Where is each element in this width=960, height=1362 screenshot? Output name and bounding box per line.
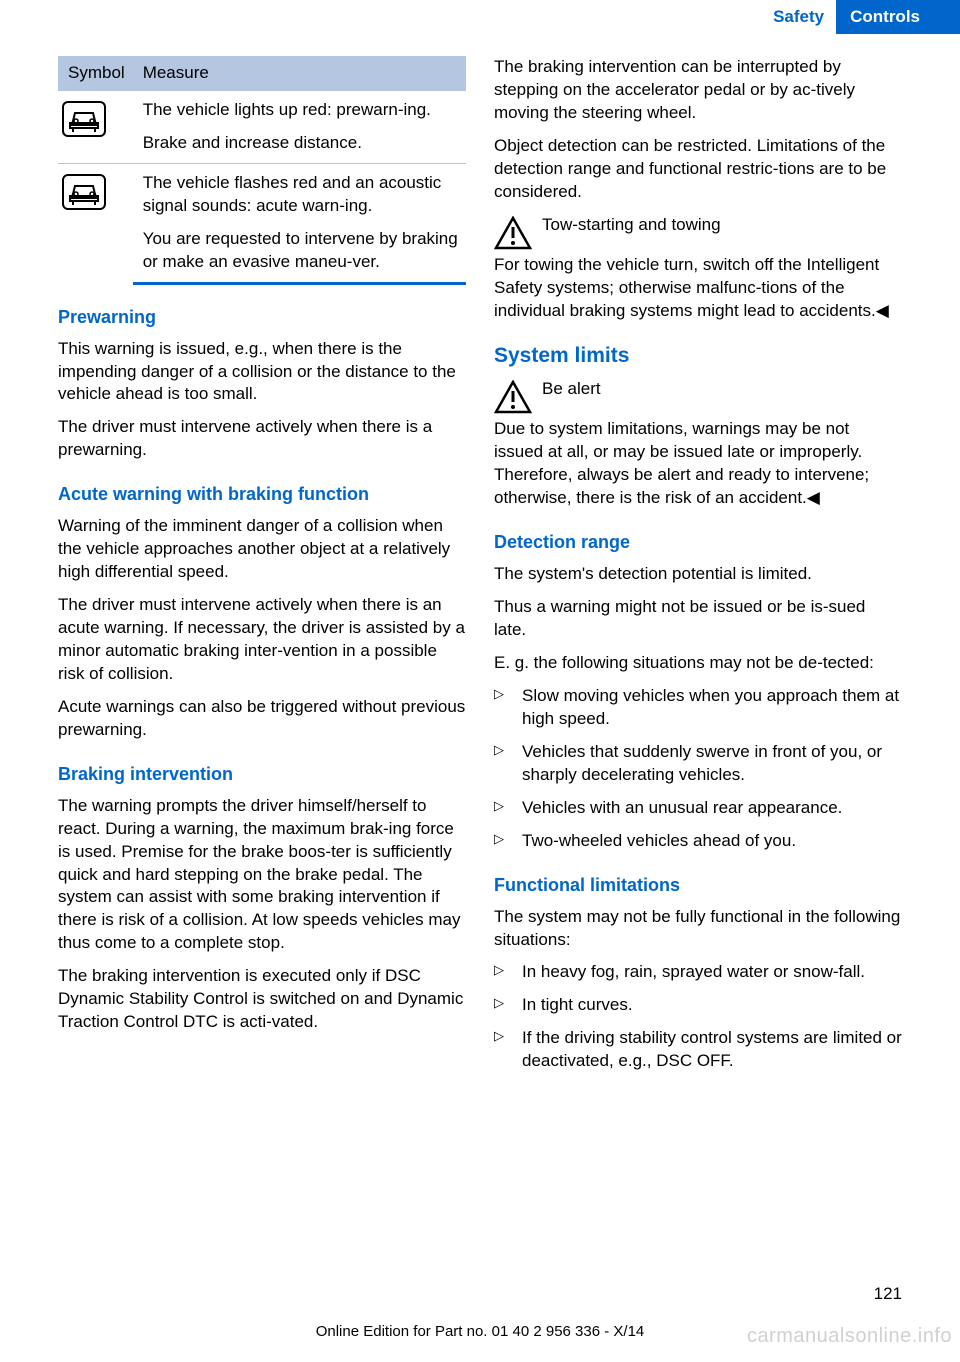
table-header-symbol: Symbol bbox=[58, 56, 133, 91]
notice-body: Due to system limitations, warnings may … bbox=[494, 418, 902, 510]
heading-prewarning: Prewarning bbox=[58, 307, 466, 328]
body-text: The system may not be fully functional i… bbox=[494, 906, 902, 952]
list-item: Two-wheeled vehicles ahead of you. bbox=[494, 830, 902, 853]
table-header-measure: Measure bbox=[133, 56, 466, 91]
notice-title: Be alert bbox=[542, 378, 601, 401]
heading-system-limits: System limits bbox=[494, 344, 902, 368]
table-row: The vehicle flashes red and an acoustic … bbox=[58, 163, 466, 283]
notice-bealert: Be alert bbox=[494, 378, 902, 414]
body-text: Thus a warning might not be issued or be… bbox=[494, 596, 902, 642]
list-item: In heavy fog, rain, sprayed water or sno… bbox=[494, 961, 902, 984]
body-text: The braking intervention is executed onl… bbox=[58, 965, 466, 1034]
list-item: In tight curves. bbox=[494, 994, 902, 1017]
notice-tow: Tow-starting and towing bbox=[494, 214, 902, 250]
page-header: Safety Controls bbox=[666, 0, 960, 34]
body-text: Object detection can be restricted. Limi… bbox=[494, 135, 902, 204]
body-text: The driver must intervene actively when … bbox=[58, 594, 466, 686]
warning-triangle-icon bbox=[494, 380, 532, 414]
body-text: Acute warnings can also be triggered wit… bbox=[58, 696, 466, 742]
table-cell-text: The vehicle lights up red: prewarn‐ing. bbox=[143, 99, 458, 122]
body-text: The system's detection potential is limi… bbox=[494, 563, 902, 586]
watermark: carmanualsonline.info bbox=[747, 1325, 952, 1348]
table-cell-text: You are requested to intervene by brakin… bbox=[143, 228, 458, 274]
body-text: This warning is issued, e.g., when there… bbox=[58, 338, 466, 407]
list-item: Vehicles with an unusual rear appearance… bbox=[494, 797, 902, 820]
heading-acute-warning: Acute warning with braking function bbox=[58, 484, 466, 505]
notice-body: For towing the vehicle turn, switch off … bbox=[494, 254, 902, 323]
car-front-icon bbox=[62, 174, 106, 210]
body-text: E. g. the following situations may not b… bbox=[494, 652, 902, 675]
header-safety: Safety bbox=[666, 0, 836, 34]
body-text: Warning of the imminent danger of a coll… bbox=[58, 515, 466, 584]
left-column: Symbol Measure bbox=[58, 56, 466, 1083]
right-column: The braking intervention can be interrup… bbox=[494, 56, 902, 1083]
table-cell-text: The vehicle flashes red and an acoustic … bbox=[143, 172, 458, 218]
body-text: The driver must intervene actively when … bbox=[58, 416, 466, 462]
list-item: Vehicles that suddenly swerve in front o… bbox=[494, 741, 902, 787]
heading-braking-intervention: Braking intervention bbox=[58, 764, 466, 785]
list-item: If the driving stability control systems… bbox=[494, 1027, 902, 1073]
table-cell-text: Brake and increase distance. bbox=[143, 132, 458, 155]
detection-list: Slow moving vehicles when you approach t… bbox=[494, 685, 902, 853]
page-number: 121 bbox=[874, 1284, 902, 1304]
notice-title: Tow-starting and towing bbox=[542, 214, 721, 237]
car-front-icon bbox=[62, 101, 106, 137]
symbol-measure-table: Symbol Measure bbox=[58, 56, 466, 285]
table-row: The vehicle lights up red: prewarn‐ing. … bbox=[58, 91, 466, 163]
body-text: The warning prompts the driver himself/h… bbox=[58, 795, 466, 956]
heading-functional-limitations: Functional limitations bbox=[494, 875, 902, 896]
functional-list: In heavy fog, rain, sprayed water or sno… bbox=[494, 961, 902, 1073]
heading-detection-range: Detection range bbox=[494, 532, 902, 553]
warning-triangle-icon bbox=[494, 216, 532, 250]
list-item: Slow moving vehicles when you approach t… bbox=[494, 685, 902, 731]
header-controls: Controls bbox=[836, 0, 960, 34]
body-text: The braking intervention can be interrup… bbox=[494, 56, 902, 125]
